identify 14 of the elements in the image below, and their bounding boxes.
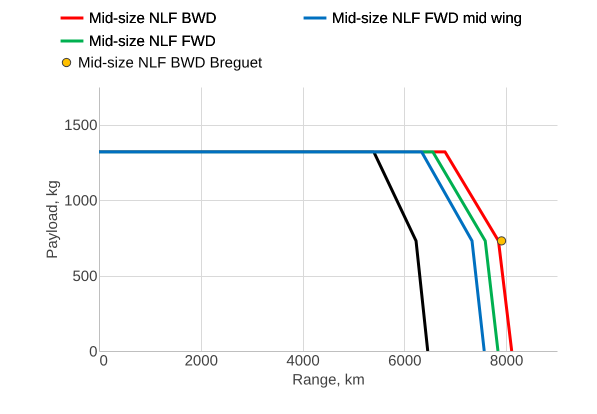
x-axis-title: Range, km (292, 372, 365, 388)
legend-label: Mid-size NLF FWD (89, 33, 216, 50)
y-tick-label: 1000 (64, 192, 98, 210)
y-axis-title: Payload, kg (44, 180, 62, 259)
legend-label: Mid-size NLF BWD (89, 10, 217, 27)
x-tick-label: 0 (100, 352, 108, 370)
legend-label: Mid-size NLF BWD Breguet (78, 54, 264, 72)
y-tick-label: 500 (72, 268, 98, 286)
legend-label: Mid-size NLF FWD mid wing (332, 10, 522, 27)
x-tick-label: 4000 (286, 352, 320, 370)
y-tick-label: 1500 (64, 117, 98, 134)
x-tick-label: 6000 (388, 352, 422, 370)
x-tick-label: 2000 (184, 352, 218, 370)
x-tick-label: 8000 (490, 352, 524, 370)
